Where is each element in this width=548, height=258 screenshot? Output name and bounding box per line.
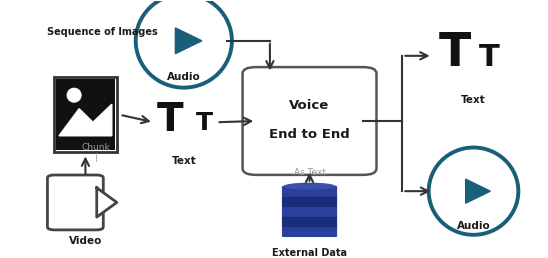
Text: End to End: End to End [269, 128, 350, 141]
Text: T: T [157, 101, 184, 139]
Ellipse shape [283, 183, 335, 190]
FancyBboxPatch shape [243, 67, 376, 175]
Text: Chunk
|: Chunk | [82, 143, 111, 162]
Text: T: T [438, 31, 471, 76]
Polygon shape [97, 188, 117, 217]
FancyBboxPatch shape [56, 79, 115, 150]
Text: T: T [478, 43, 499, 71]
Text: Audio: Audio [167, 72, 201, 83]
Polygon shape [466, 179, 490, 203]
FancyBboxPatch shape [282, 196, 337, 207]
FancyBboxPatch shape [282, 226, 337, 237]
Polygon shape [175, 28, 202, 54]
Text: Text: Text [461, 95, 486, 105]
FancyBboxPatch shape [282, 206, 337, 217]
FancyBboxPatch shape [282, 186, 337, 197]
Text: T: T [196, 111, 213, 135]
Text: As Text: As Text [294, 168, 326, 177]
FancyBboxPatch shape [48, 175, 103, 230]
Polygon shape [59, 104, 112, 136]
FancyBboxPatch shape [54, 77, 117, 152]
Text: Voice: Voice [289, 99, 330, 112]
Ellipse shape [66, 88, 82, 103]
FancyBboxPatch shape [282, 216, 337, 227]
Text: Sequence of Images: Sequence of Images [47, 27, 158, 37]
Text: External Data: External Data [272, 248, 347, 257]
Text: Text: Text [172, 156, 196, 166]
Text: Video: Video [68, 236, 102, 246]
Text: Audio: Audio [456, 221, 490, 231]
